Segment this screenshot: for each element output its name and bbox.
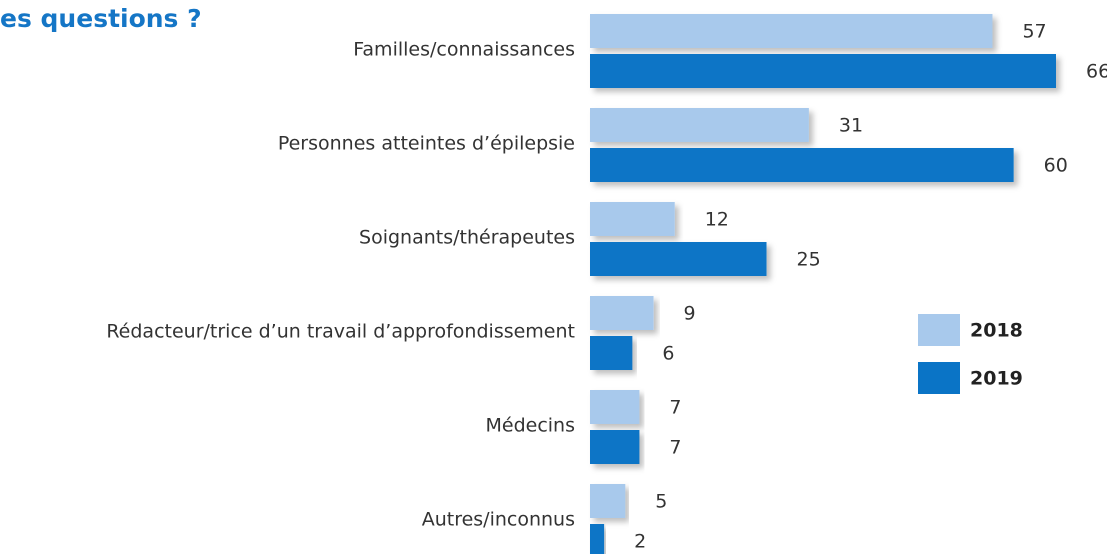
chart-title: es questions ? — [0, 4, 202, 33]
value-label: 7 — [669, 437, 681, 459]
category-label: Soignants/thérapeutes — [359, 227, 575, 249]
category-label: Autres/inconnus — [422, 509, 575, 531]
bar — [590, 484, 626, 518]
category-label: Familles/connaissances — [353, 39, 575, 61]
value-label: 66 — [1086, 61, 1107, 83]
value-label: 12 — [705, 209, 729, 231]
value-label: 60 — [1044, 155, 1068, 177]
bar — [590, 336, 633, 370]
value-label: 9 — [684, 303, 696, 325]
value-label: 57 — [1022, 21, 1046, 43]
value-label: 2 — [634, 531, 646, 553]
legend-label: 2018 — [970, 320, 1023, 342]
bar — [590, 430, 640, 464]
bar — [590, 14, 993, 48]
category-label: Rédacteur/trice d’un travail d’approfond… — [106, 321, 575, 343]
bar — [590, 148, 1014, 182]
bar — [590, 108, 809, 142]
category-label: Personnes atteintes d’épilepsie — [278, 133, 575, 155]
value-label: 7 — [669, 397, 681, 419]
bar — [590, 202, 675, 236]
category-label: Médecins — [486, 415, 576, 437]
value-label: 6 — [662, 343, 674, 365]
bar — [590, 54, 1056, 88]
legend-swatch — [918, 314, 960, 346]
value-label: 25 — [797, 249, 821, 271]
bar — [590, 296, 654, 330]
value-label: 31 — [839, 115, 863, 137]
legend-label: 2019 — [970, 368, 1023, 390]
legend-swatch — [918, 362, 960, 394]
bar — [590, 390, 640, 424]
bar — [590, 242, 767, 276]
value-label: 5 — [655, 491, 667, 513]
bar — [590, 524, 605, 554]
